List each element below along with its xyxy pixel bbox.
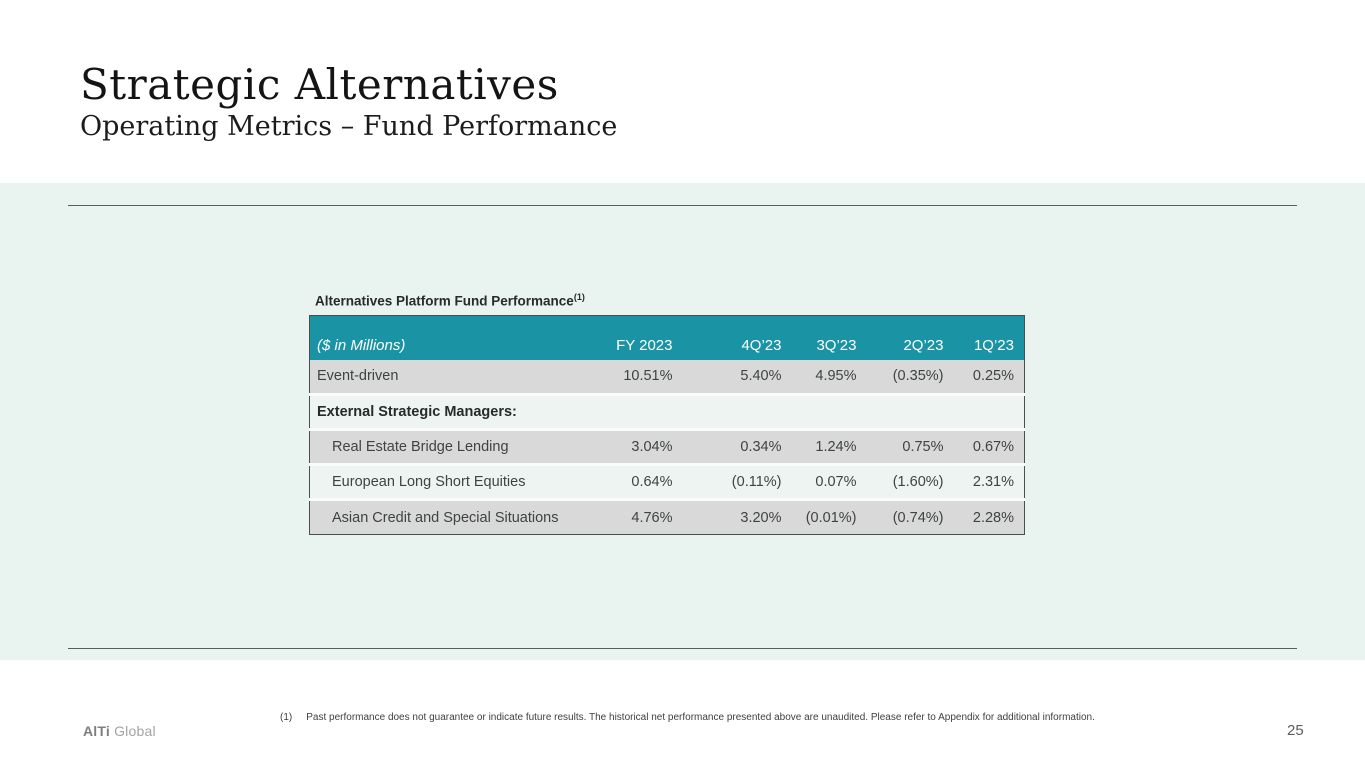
table-row-asian-credit-special-situations: Asian Credit and Special Situations 4.76… (309, 498, 1025, 535)
logo-suffix-text: Global (114, 723, 156, 739)
cell-value (781, 393, 857, 430)
cell-value: (1.60%) (856, 463, 944, 500)
table-body: Event-driven 10.51% 5.40% 4.95% (0.35%) … (309, 359, 1025, 535)
cell-value: 5.40% (672, 359, 782, 395)
row-label: Event-driven (309, 359, 600, 395)
cell-value: 0.07% (781, 463, 857, 500)
column-header-3q23: 3Q’23 (781, 315, 857, 360)
cell-value: 0.64% (599, 463, 673, 500)
page-number: 25 (1287, 722, 1304, 739)
logo-brand-text: AlTi (83, 723, 110, 739)
row-label: External Strategic Managers: (309, 393, 600, 430)
row-label: Real Estate Bridge Lending (309, 428, 600, 465)
cell-value: (0.11%) (672, 463, 782, 500)
table-row-european-long-short-equities: European Long Short Equities 0.64% (0.11… (309, 463, 1025, 500)
row-label: Asian Credit and Special Situations (309, 498, 600, 535)
cell-value: (0.74%) (856, 498, 944, 535)
row-label: European Long Short Equities (309, 463, 600, 500)
column-header-4q23: 4Q’23 (672, 315, 782, 360)
slide-title: Strategic Alternatives (80, 60, 559, 109)
cell-value: (0.01%) (781, 498, 857, 535)
cell-value (943, 393, 1025, 430)
cell-value: 3.04% (599, 428, 673, 465)
cell-value: 3.20% (672, 498, 782, 535)
cell-value: 0.25% (943, 359, 1025, 395)
table-title-footnote-ref: (1) (573, 292, 585, 302)
table-header-row: ($ in Millions) FY 2023 4Q’23 3Q’23 2Q’2… (309, 315, 1025, 360)
cell-value: 2.28% (943, 498, 1025, 535)
cell-value: (0.35%) (856, 359, 944, 395)
cell-value: 0.34% (672, 428, 782, 465)
fund-performance-table: ($ in Millions) FY 2023 4Q’23 3Q’23 2Q’2… (309, 315, 1025, 535)
table-title-text: Alternatives Platform Fund Performance (315, 293, 574, 309)
bottom-divider-line (68, 648, 1297, 649)
cell-value: 2.31% (943, 463, 1025, 500)
cell-value: 10.51% (599, 359, 673, 395)
cell-value: 0.67% (943, 428, 1025, 465)
table-row-real-estate-bridge-lending: Real Estate Bridge Lending 3.04% 0.34% 1… (309, 428, 1025, 465)
cell-value: 0.75% (856, 428, 944, 465)
footnote: (1) Past performance does not guarantee … (280, 712, 1240, 723)
table-title: Alternatives Platform Fund Performance(1… (315, 292, 585, 309)
cell-value (856, 393, 944, 430)
column-header-fy2023: FY 2023 (599, 315, 673, 360)
cell-value: 4.76% (599, 498, 673, 535)
top-divider-line (68, 205, 1297, 206)
table-row-event-driven: Event-driven 10.51% 5.40% 4.95% (0.35%) … (309, 359, 1025, 395)
column-header-1q23: 1Q’23 (943, 315, 1025, 360)
table-header: ($ in Millions) FY 2023 4Q’23 3Q’23 2Q’2… (309, 315, 1025, 360)
cell-value (672, 393, 782, 430)
cell-value: 1.24% (781, 428, 857, 465)
slide-subtitle: Operating Metrics – Fund Performance (80, 111, 618, 143)
footnote-text: Past performance does not guarantee or i… (306, 712, 1095, 723)
column-header-2q23: 2Q’23 (856, 315, 944, 360)
cell-value (599, 393, 673, 430)
company-logo: AlTi Global (83, 723, 156, 739)
column-header-units: ($ in Millions) (309, 315, 600, 360)
footnote-marker: (1) (280, 712, 293, 723)
table-row-external-strategic-managers: External Strategic Managers: (309, 393, 1025, 430)
title-block: Strategic Alternatives Operating Metrics… (80, 60, 618, 143)
cell-value: 4.95% (781, 359, 857, 395)
